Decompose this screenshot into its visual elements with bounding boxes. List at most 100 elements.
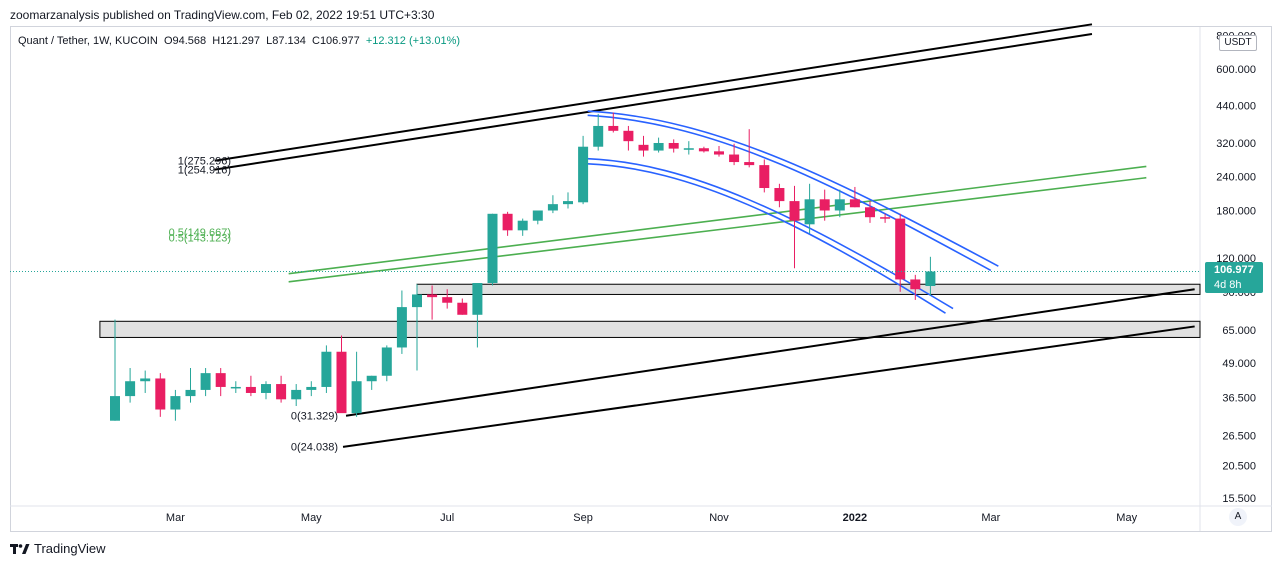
tradingview-logo-icon bbox=[10, 543, 30, 554]
candle-46 bbox=[804, 183, 815, 234]
candle-body-8 bbox=[230, 386, 241, 389]
candle-18 bbox=[381, 345, 392, 382]
upper-trendline-2 bbox=[214, 33, 1093, 171]
candle-43 bbox=[759, 159, 770, 193]
time-tick-4: Nov bbox=[709, 512, 729, 524]
candle-body-41 bbox=[729, 154, 740, 163]
candle-body-12 bbox=[291, 389, 302, 400]
level-label-3: 0.5(149.667) bbox=[169, 227, 231, 239]
support-zone-1 bbox=[99, 320, 1201, 338]
time-tick-3: Sep bbox=[573, 512, 593, 524]
candle-body-13 bbox=[306, 386, 317, 390]
candle-body-14 bbox=[321, 351, 332, 387]
candle-23 bbox=[457, 298, 468, 315]
support-zone-0 bbox=[416, 283, 1201, 295]
candle-body-29 bbox=[547, 204, 558, 211]
candle-body-32 bbox=[593, 125, 604, 147]
candle-17 bbox=[366, 375, 377, 390]
candle-body-49 bbox=[849, 199, 860, 208]
candle-20 bbox=[412, 284, 422, 371]
currency-unit-button[interactable]: USDT bbox=[1219, 35, 1257, 51]
candle-body-46 bbox=[804, 199, 815, 225]
tradingview-brand: TradingView bbox=[10, 541, 106, 556]
price-tick-1: 600.000 bbox=[1216, 64, 1256, 76]
level-label-4: 0(31.329) bbox=[291, 411, 338, 423]
last-price-badge: 106.977 4d 8h bbox=[1205, 262, 1263, 293]
candle-body-22 bbox=[442, 297, 453, 303]
time-tick-7: May bbox=[1116, 512, 1137, 524]
fib-line-2 bbox=[288, 176, 1147, 283]
price-tick-10: 36.500 bbox=[1222, 393, 1256, 405]
curved-support-1 bbox=[587, 157, 954, 310]
curved-resistance-2 bbox=[587, 114, 992, 272]
brand-name: TradingView bbox=[34, 541, 106, 556]
candle-body-50 bbox=[865, 207, 875, 218]
candle-body-45 bbox=[789, 201, 800, 221]
candle-13 bbox=[306, 381, 317, 397]
price-tick-9: 49.000 bbox=[1222, 358, 1256, 370]
legend-high: H121.297 bbox=[212, 35, 260, 47]
candle-body-39 bbox=[698, 148, 709, 152]
time-tick-0: Mar bbox=[166, 512, 185, 524]
candle-16 bbox=[351, 351, 362, 417]
candle-22 bbox=[442, 289, 453, 309]
candle-body-5 bbox=[185, 389, 196, 397]
candle-body-6 bbox=[200, 373, 211, 390]
candle-body-28 bbox=[532, 210, 543, 221]
candle-31 bbox=[578, 135, 589, 205]
publisher-line: zoomarzanalysis published on TradingView… bbox=[10, 8, 435, 22]
price-tick-2: 440.000 bbox=[1216, 101, 1256, 113]
candle-body-34 bbox=[623, 130, 634, 142]
candle-41 bbox=[729, 143, 740, 166]
candle-body-7 bbox=[215, 373, 226, 387]
candle-3 bbox=[155, 373, 166, 417]
candle-body-51 bbox=[880, 217, 891, 219]
candle-42 bbox=[744, 129, 755, 168]
candle-body-36 bbox=[653, 142, 664, 151]
candle-50 bbox=[865, 201, 875, 223]
candle-19 bbox=[396, 290, 407, 354]
candle-5 bbox=[185, 368, 196, 403]
candle-body-2 bbox=[140, 378, 151, 382]
candle-body-19 bbox=[396, 307, 407, 348]
last-price-value: 106.977 bbox=[1214, 264, 1254, 276]
candle-25 bbox=[487, 213, 498, 286]
lower-trendline-2 bbox=[342, 325, 1195, 448]
lower-trendline-1 bbox=[345, 288, 1195, 417]
candle-11 bbox=[276, 375, 287, 403]
time-tick-6: Mar bbox=[981, 512, 1000, 524]
candle-51 bbox=[880, 213, 891, 223]
chart-pane[interactable] bbox=[10, 26, 1272, 532]
price-tick-12: 20.500 bbox=[1222, 460, 1256, 472]
candle-body-27 bbox=[517, 220, 528, 231]
candle-7 bbox=[215, 368, 226, 397]
fib-line-1 bbox=[288, 165, 1147, 275]
candle-2 bbox=[140, 370, 151, 393]
candle-52 bbox=[895, 213, 906, 292]
candle-36 bbox=[653, 137, 664, 153]
candle-body-54 bbox=[925, 271, 936, 287]
candle-10 bbox=[261, 381, 271, 400]
price-tick-8: 65.000 bbox=[1222, 325, 1256, 337]
candle-body-37 bbox=[668, 142, 679, 149]
auto-scale-button[interactable]: A bbox=[1229, 508, 1247, 526]
candle-body-9 bbox=[245, 386, 256, 393]
candle-37 bbox=[668, 139, 679, 153]
candle-53 bbox=[910, 274, 921, 300]
candle-33 bbox=[608, 112, 619, 133]
candle-27 bbox=[517, 218, 528, 236]
bar-countdown: 4d 8h bbox=[1214, 279, 1242, 291]
candle-body-17 bbox=[366, 375, 377, 382]
candle-45 bbox=[789, 185, 800, 269]
candle-body-43 bbox=[759, 165, 770, 189]
candle-body-10 bbox=[261, 384, 271, 393]
price-tick-13: 15.500 bbox=[1222, 493, 1256, 505]
candle-body-11 bbox=[276, 384, 287, 400]
candle-29 bbox=[547, 195, 558, 214]
candle-38 bbox=[683, 141, 694, 155]
candle-6 bbox=[200, 368, 211, 397]
candle-body-38 bbox=[683, 148, 694, 150]
candle-35 bbox=[638, 135, 649, 157]
curved-support-2 bbox=[587, 162, 946, 314]
